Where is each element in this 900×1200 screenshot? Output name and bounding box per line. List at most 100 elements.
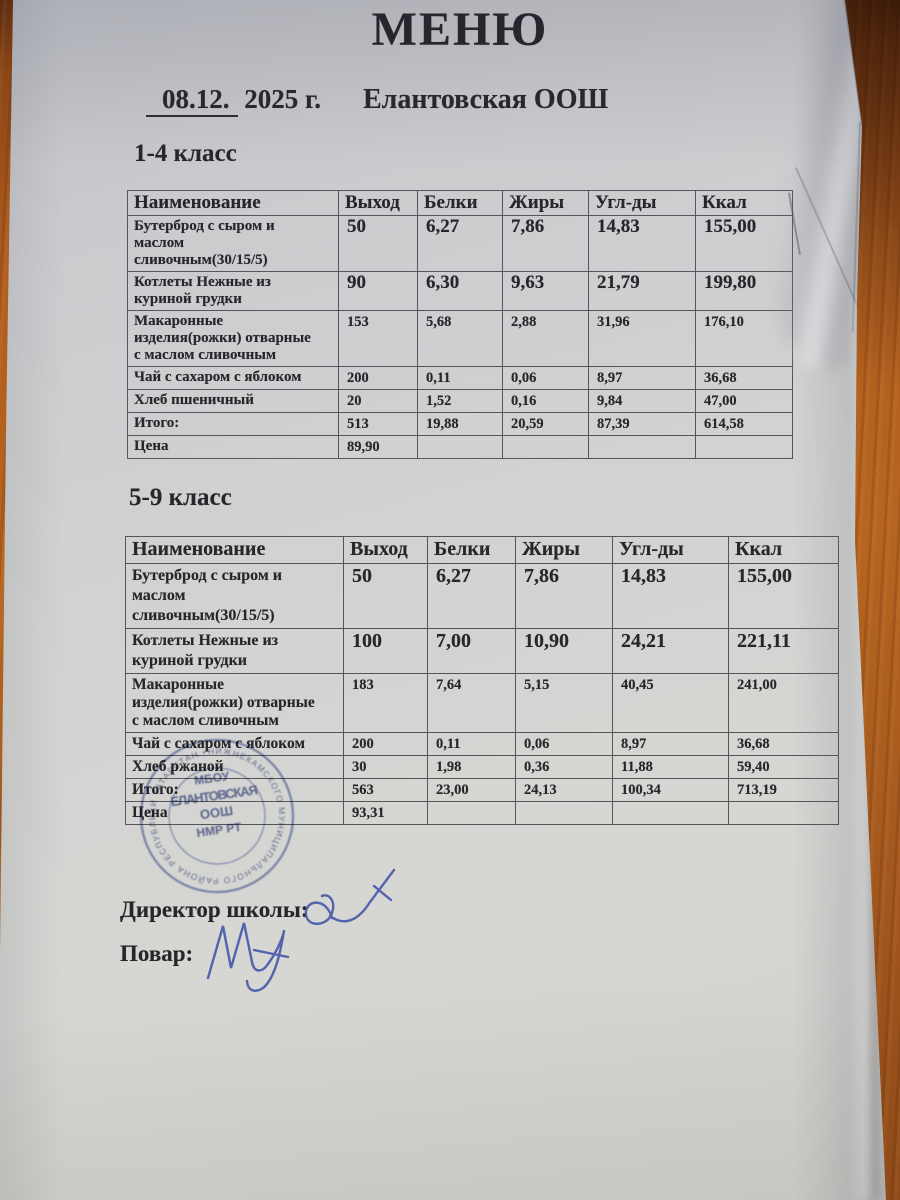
column-header: Угл-ды bbox=[612, 536, 729, 564]
value-cell: 221,11 bbox=[728, 628, 839, 674]
value-cell: 2,88 bbox=[502, 310, 589, 367]
column-header: Наименование bbox=[127, 190, 339, 216]
value-cell: 23,00 bbox=[427, 778, 516, 802]
value-cell: 89,90 bbox=[338, 435, 418, 459]
paper-crease bbox=[795, 167, 864, 319]
date-value: 08.12. bbox=[146, 84, 238, 117]
column-header: Угл-ды bbox=[588, 190, 696, 216]
value-cell: 0,06 bbox=[502, 366, 589, 390]
value-cell: 9,63 bbox=[502, 271, 589, 311]
director-label: Директор школы: bbox=[120, 897, 309, 922]
table-row: Макаронные изделия(рожки) отварные с мас… bbox=[127, 310, 793, 367]
value-cell: 47,00 bbox=[695, 389, 793, 413]
value-cell: 153 bbox=[338, 310, 418, 367]
menu-table-1-4: Наименование Выход Белки Жиры Угл-ды Ккал Буте… bbox=[127, 190, 793, 459]
value-cell: 513 bbox=[338, 412, 418, 436]
value-cell: 176,10 bbox=[695, 310, 793, 367]
paper-crease bbox=[851, 122, 861, 332]
value-cell: 183 bbox=[343, 673, 428, 733]
value-cell: 5,68 bbox=[417, 310, 503, 367]
value-cell: 7,00 bbox=[427, 628, 516, 674]
menu-table-5-9: Наименование Выход Белки Жиры Угл-ды Ккал Буте… bbox=[125, 536, 839, 825]
value-cell: 713,19 bbox=[728, 778, 839, 802]
dish-name-cell: Цена bbox=[125, 801, 344, 825]
value-cell: 11,88 bbox=[612, 755, 729, 779]
dish-name-cell: Чай с сахаром с яблоком bbox=[125, 732, 344, 756]
value-cell: 614,58 bbox=[695, 412, 793, 436]
dish-name-cell: Бутерброд с сыром и маслом сливочным(30/… bbox=[125, 563, 344, 629]
column-header: Выход bbox=[338, 190, 418, 216]
value-cell: 155,00 bbox=[695, 215, 793, 272]
dish-name-cell: Котлеты Нежные из куриной грудки bbox=[125, 628, 344, 674]
table-row: Хлеб пшеничный 20 1,52 0,16 9,84 47,00 bbox=[127, 389, 793, 413]
value-cell: 200 bbox=[343, 732, 428, 756]
value-cell: 40,45 bbox=[612, 673, 729, 733]
value-cell: 0,11 bbox=[417, 366, 503, 390]
value-cell: 7,64 bbox=[427, 673, 516, 733]
table-row: Итого: 563 23,00 24,13 100,34 713,19 bbox=[125, 778, 839, 802]
dish-name-cell: Цена bbox=[127, 435, 339, 459]
value-cell bbox=[427, 801, 516, 825]
table-row: Итого: 513 19,88 20,59 87,39 614,58 bbox=[127, 412, 793, 436]
cook-signature bbox=[206, 922, 290, 992]
column-header: Жиры bbox=[515, 536, 613, 564]
value-cell: 155,00 bbox=[728, 563, 839, 629]
dish-name-cell: Котлеты Нежные из куриной грудки bbox=[127, 271, 339, 311]
paper-edge-highlight bbox=[848, 300, 878, 1200]
value-cell: 36,68 bbox=[728, 732, 839, 756]
column-header: Выход bbox=[343, 536, 428, 564]
value-cell: 21,79 bbox=[588, 271, 696, 311]
dish-name-cell: Чай с сахаром с яблоком bbox=[127, 366, 339, 390]
value-cell: 0,06 bbox=[515, 732, 613, 756]
page-title: МЕНЮ bbox=[371, 3, 549, 56]
table-row: Бутерброд с сыром и маслом сливочным(30/… bbox=[127, 215, 793, 272]
value-cell: 90 bbox=[338, 271, 418, 311]
value-cell: 5,15 bbox=[515, 673, 613, 733]
header-row: Наименование Выход Белки Жиры Угл-ды Ккал bbox=[127, 190, 793, 216]
value-cell: 87,39 bbox=[588, 412, 696, 436]
value-cell bbox=[612, 801, 729, 825]
table-row: Цена 89,90 bbox=[127, 435, 793, 459]
table-row: Чай с сахаром с яблоком 200 0,11 0,06 8,97 36… bbox=[125, 732, 839, 756]
value-cell: 100,34 bbox=[612, 778, 729, 802]
value-cell: 241,00 bbox=[728, 673, 839, 733]
column-header: Ккал bbox=[695, 190, 793, 216]
cook-label: Повар: bbox=[120, 941, 194, 966]
director-signature bbox=[304, 868, 396, 925]
value-cell: 0,36 bbox=[515, 755, 613, 779]
table-row: Хлеб ржаной 30 1,98 0,36 11,88 59,40 bbox=[125, 755, 839, 779]
value-cell: 6,27 bbox=[427, 563, 516, 629]
director-line: Директор школы: bbox=[120, 897, 308, 923]
dish-name-cell: Макаронные изделия(рожки) отварные с мас… bbox=[127, 310, 339, 367]
value-cell: 563 bbox=[343, 778, 428, 802]
column-header: Ккал bbox=[728, 536, 839, 564]
value-cell: 14,83 bbox=[612, 563, 729, 629]
value-cell: 9,84 bbox=[588, 389, 696, 413]
header-row: Наименование Выход Белки Жиры Угл-ды Ккал bbox=[125, 536, 839, 564]
value-cell: 36,68 bbox=[695, 366, 793, 390]
value-cell: 30 bbox=[343, 755, 428, 779]
value-cell: 93,31 bbox=[343, 801, 428, 825]
value-cell: 14,83 bbox=[588, 215, 696, 272]
date-line: 08.12. 2025 г. Елантовская ООШ bbox=[146, 84, 608, 117]
column-header: Белки bbox=[427, 536, 516, 564]
value-cell: 1,98 bbox=[427, 755, 516, 779]
value-cell: 59,40 bbox=[728, 755, 839, 779]
dish-name-cell: Хлеб пшеничный bbox=[127, 389, 339, 413]
value-cell bbox=[515, 801, 613, 825]
value-cell bbox=[502, 435, 589, 459]
value-cell: 0,16 bbox=[502, 389, 589, 413]
value-cell: 6,27 bbox=[417, 215, 503, 272]
value-cell: 200 bbox=[338, 366, 418, 390]
value-cell bbox=[588, 435, 696, 459]
value-cell: 20 bbox=[338, 389, 418, 413]
value-cell: 10,90 bbox=[515, 628, 613, 674]
year-suffix: 2025 г. bbox=[237, 84, 321, 114]
value-cell: 7,86 bbox=[502, 215, 589, 272]
column-header: Наименование bbox=[125, 536, 344, 564]
dish-name-cell: Итого: bbox=[125, 778, 344, 802]
table-row: Бутерброд с сыром и маслом сливочным(30/… bbox=[125, 563, 839, 629]
value-cell: 50 bbox=[338, 215, 418, 272]
value-cell: 20,59 bbox=[502, 412, 589, 436]
